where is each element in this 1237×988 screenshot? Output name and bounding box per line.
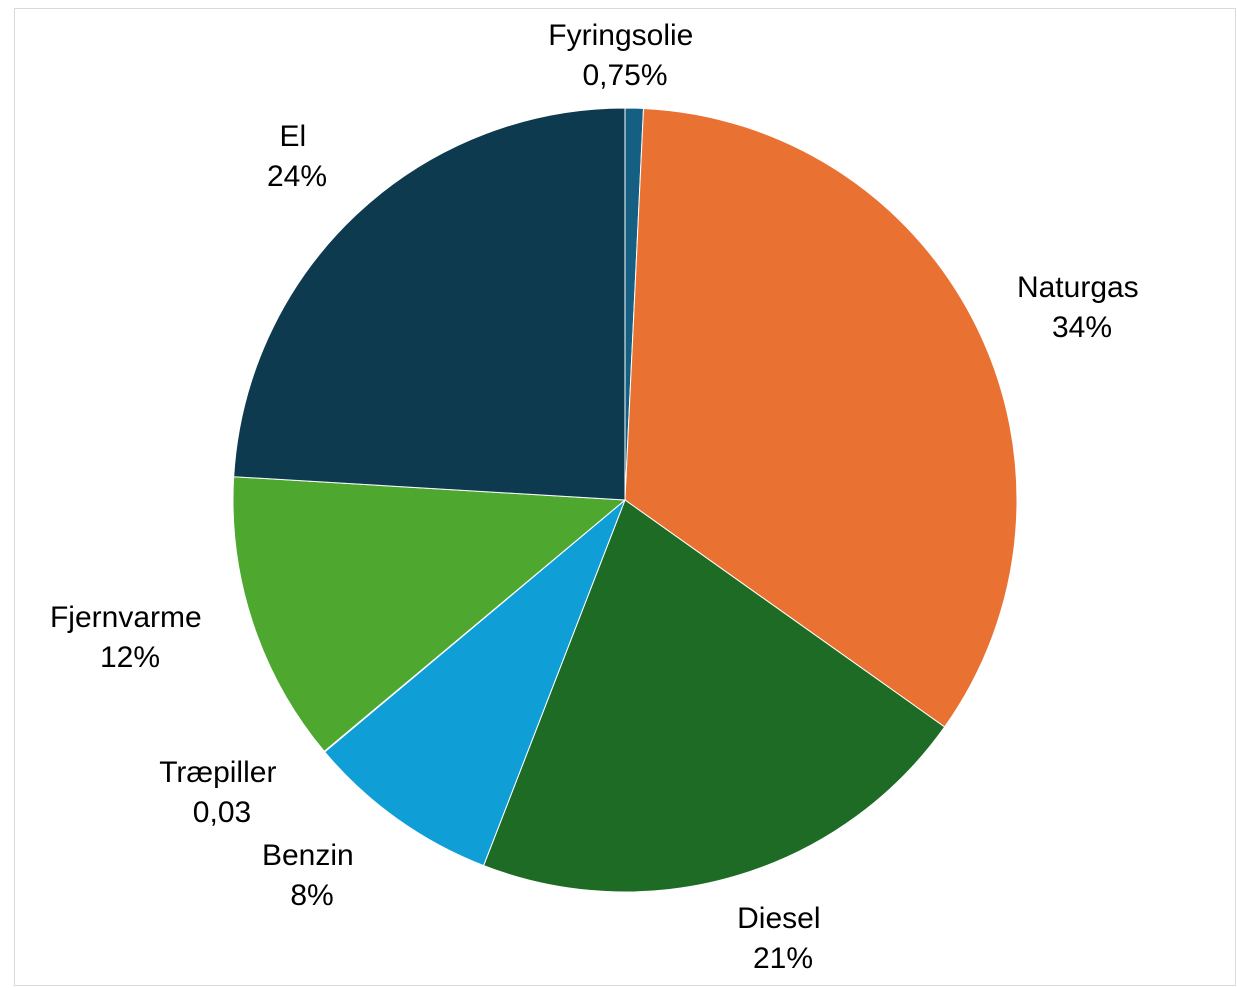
pie-slices: [232, 107, 1018, 893]
label-traepiller-value: 0,03: [193, 796, 251, 829]
slice-el: [233, 107, 626, 501]
label-fyringsolie: Fyringsolie 0,75%: [548, 19, 701, 92]
label-fyringsolie-name: Fyringsolie: [548, 19, 693, 52]
slice-fjernvarme: [232, 476, 627, 753]
label-fjernvarme-value: 12%: [100, 641, 160, 674]
label-traepiller-name: Træpiller: [159, 756, 276, 789]
slice-benzin: [323, 499, 626, 867]
label-fjernvarme: Fjernvarme 12%: [50, 601, 210, 674]
label-fjernvarme-name: Fjernvarme: [50, 601, 202, 634]
label-naturgas-name: Naturgas: [1017, 271, 1139, 304]
label-el-value: 24%: [267, 160, 327, 193]
label-naturgas: Naturgas 34%: [1017, 271, 1147, 344]
pie-labels: Fyringsolie 0,75% Naturgas 34% Diesel 21…: [50, 19, 1147, 975]
label-el-name: El: [279, 120, 306, 153]
slice-naturgas: [624, 107, 1018, 728]
label-el: El 24%: [267, 120, 327, 193]
label-traepiller: Træpiller 0,03: [159, 756, 285, 829]
label-diesel: Diesel 21%: [737, 902, 829, 975]
label-benzin-name: Benzin: [262, 839, 354, 872]
label-benzin: Benzin 8%: [262, 839, 362, 912]
label-diesel-value: 21%: [753, 942, 813, 975]
label-diesel-name: Diesel: [737, 902, 820, 935]
slice-diesel: [482, 499, 946, 893]
label-naturgas-value: 34%: [1052, 311, 1112, 344]
label-benzin-value: 8%: [290, 879, 333, 912]
label-fyringsolie-value: 0,75%: [582, 59, 667, 92]
